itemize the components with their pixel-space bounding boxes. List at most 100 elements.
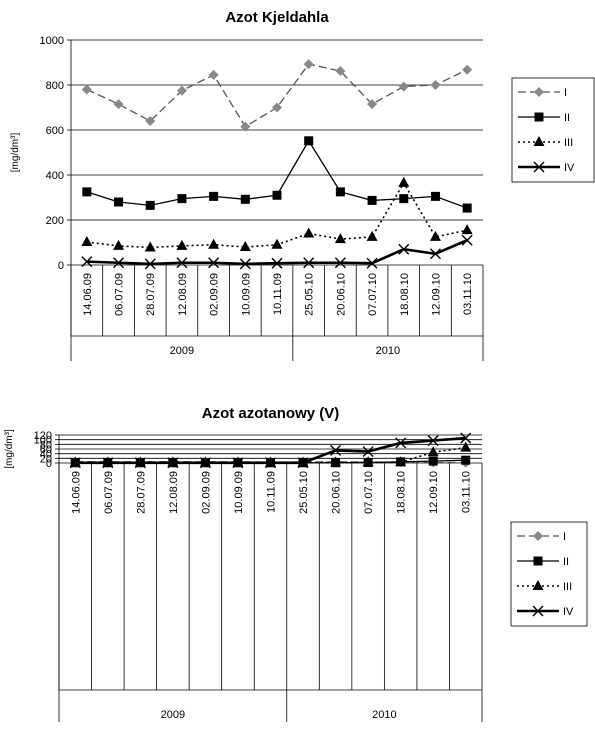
x-tick-label: 28.07.09 xyxy=(135,471,147,514)
data-point xyxy=(272,190,282,200)
y-tick-label: 40 xyxy=(40,449,52,461)
data-point xyxy=(208,69,219,80)
x-tick-label: 12.09.10 xyxy=(430,273,442,316)
legend-label: I xyxy=(563,531,566,543)
marker-stroke xyxy=(113,257,125,269)
data-point xyxy=(462,64,473,75)
data-point xyxy=(398,81,409,92)
y-tick-label: 600 xyxy=(46,125,64,137)
legend-marker xyxy=(533,531,543,541)
x-tick-label: 07.07.10 xyxy=(367,273,379,316)
series-II xyxy=(82,136,472,213)
y-tick-label: 20 xyxy=(40,453,52,465)
data-point xyxy=(199,457,211,469)
data-point xyxy=(330,444,342,456)
data-point xyxy=(460,441,472,452)
data-point xyxy=(362,446,374,458)
data-point xyxy=(145,200,155,210)
data-point xyxy=(429,248,441,260)
y-tick-label: 0 xyxy=(58,260,64,272)
x-tick-label: 25.05.10 xyxy=(298,471,310,514)
y-axis-label: [mg/dm³] xyxy=(10,133,21,173)
legend-marker xyxy=(533,161,545,173)
marker-stroke xyxy=(334,257,346,269)
data-point xyxy=(102,457,114,469)
marker-stroke xyxy=(265,457,276,469)
legend-label: IV xyxy=(563,606,574,618)
marker-stroke xyxy=(303,257,315,269)
data-point xyxy=(144,258,156,270)
x-tick-label: 20.06.10 xyxy=(331,471,343,514)
data-point xyxy=(114,197,124,207)
series-line xyxy=(86,63,468,128)
series-III xyxy=(81,176,473,252)
data-point xyxy=(81,256,93,268)
marker-stroke xyxy=(398,243,410,255)
data-point xyxy=(460,432,472,444)
data-point xyxy=(81,236,93,247)
data-point xyxy=(335,66,346,77)
data-point xyxy=(297,457,309,469)
legend-marker xyxy=(533,556,543,566)
legend-marker xyxy=(534,112,544,122)
chart-title: Azot Kjeldahla xyxy=(225,9,329,26)
data-point xyxy=(430,191,440,201)
data-point xyxy=(395,456,407,467)
x-tick-label: 03.11.10 xyxy=(461,471,473,513)
data-point xyxy=(334,233,346,244)
data-point xyxy=(429,230,441,241)
x-tick-label: 02.09.09 xyxy=(209,273,221,316)
data-point xyxy=(362,456,374,467)
legend-label: IV xyxy=(564,162,575,174)
data-point xyxy=(240,121,251,132)
data-point xyxy=(176,257,188,269)
data-point xyxy=(113,239,125,250)
data-point xyxy=(462,203,472,213)
chart-1: Azot Kjeldahla [mg/dm³] 0 200 400 600 800 1000 1… xyxy=(10,9,595,361)
data-point xyxy=(428,456,438,466)
data-point xyxy=(167,457,179,469)
chart-2: Azot azotanowy (V)[mg/dm³] 02040608010012… xyxy=(4,405,588,722)
marker-stroke xyxy=(330,444,342,456)
data-point xyxy=(134,457,146,469)
data-point xyxy=(209,191,219,201)
y-tick-label: 0 xyxy=(46,458,52,470)
marker-stroke xyxy=(533,161,545,173)
marker-stroke xyxy=(176,257,188,269)
x-tick-label: 14.06.09 xyxy=(70,471,82,514)
x-tick-label: 02.09.09 xyxy=(200,471,212,514)
x-tick-label: 18.08.10 xyxy=(396,471,408,514)
legend-label: II xyxy=(564,112,570,124)
chart-title: Azot azotanowy (V) xyxy=(202,405,340,422)
x-tick-label: 10.09.09 xyxy=(240,273,252,316)
marker-stroke xyxy=(167,457,179,469)
marker-stroke xyxy=(366,257,378,269)
marker-stroke xyxy=(271,257,283,269)
data-point xyxy=(69,457,81,469)
data-point xyxy=(81,84,92,95)
data-point xyxy=(177,194,187,204)
marker-stroke xyxy=(297,457,309,469)
legend-marker xyxy=(534,87,544,97)
data-point xyxy=(398,176,410,187)
series-I xyxy=(81,59,473,132)
marker-stroke xyxy=(134,457,146,469)
data-point xyxy=(272,102,282,113)
marker-stroke xyxy=(102,457,114,469)
data-point xyxy=(367,99,378,110)
data-point xyxy=(176,85,187,96)
legend-label: II xyxy=(563,556,569,568)
x-tick-label: 12.08.09 xyxy=(168,471,180,514)
y-tick-label: 120 xyxy=(34,430,52,442)
data-point xyxy=(82,187,92,197)
x-tick-label: 10.09.09 xyxy=(233,471,245,514)
data-point xyxy=(330,456,342,467)
data-point xyxy=(399,194,409,204)
year-label: 2010 xyxy=(376,345,400,357)
marker-stroke xyxy=(199,457,211,469)
x-tick-label: 18.08.10 xyxy=(399,273,411,316)
data-point xyxy=(303,227,315,238)
data-point xyxy=(366,230,378,241)
